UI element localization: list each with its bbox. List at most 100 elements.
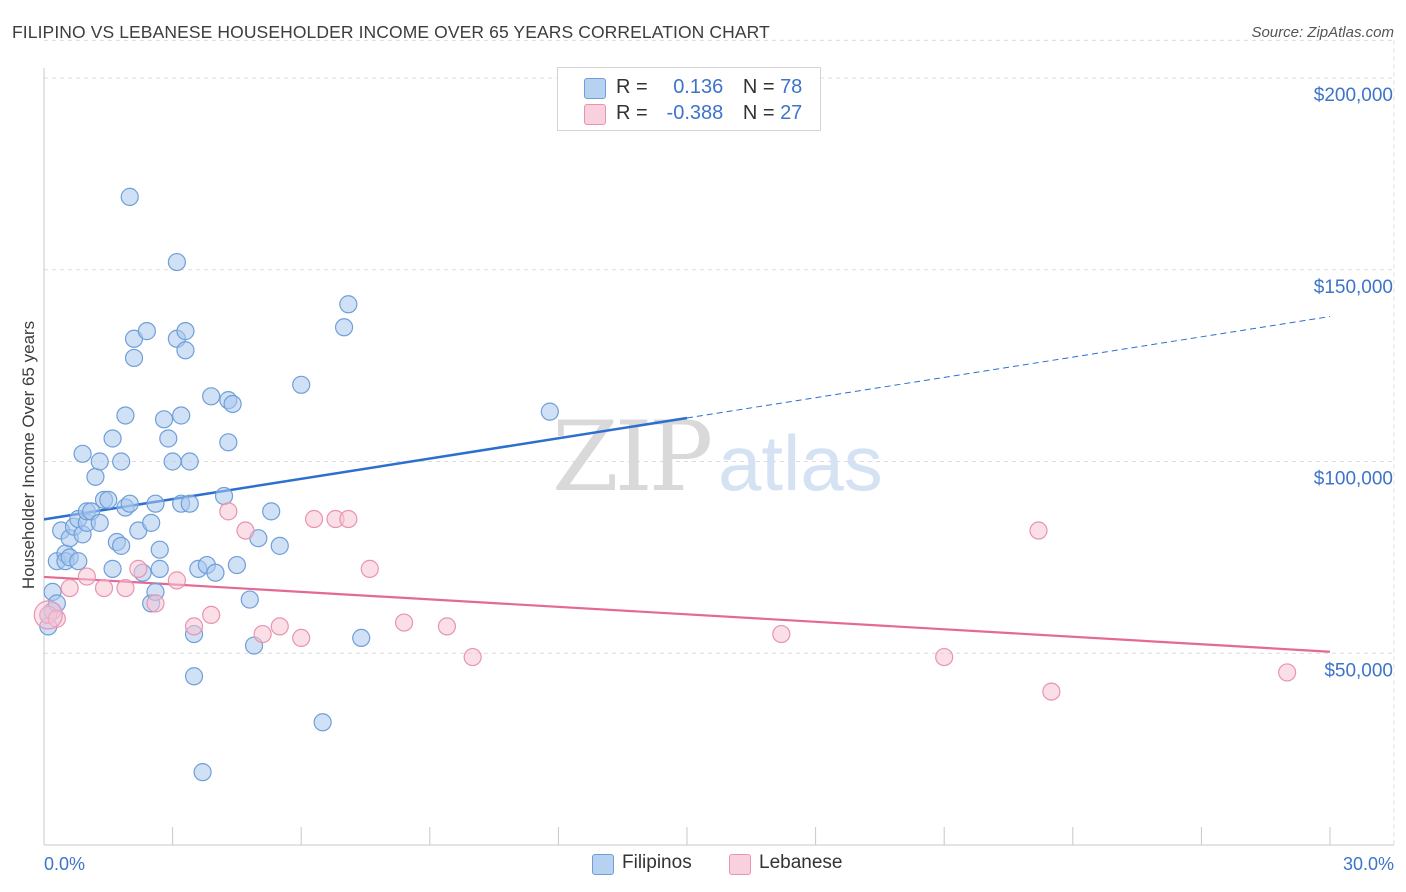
filipino-point <box>184 667 204 686</box>
lebanese-point <box>33 600 63 630</box>
filipino-point <box>313 713 332 732</box>
filipino-point <box>120 494 139 513</box>
lebanese-point <box>463 647 482 667</box>
filipino-point <box>73 444 92 463</box>
filipino-point <box>202 387 221 406</box>
lebanese-point <box>129 559 148 578</box>
lebanese-point <box>292 628 311 648</box>
filipino-point <box>146 494 165 513</box>
filipino-point <box>154 410 174 429</box>
lebanese-point <box>360 559 379 578</box>
lebanese-point <box>47 609 66 628</box>
filipino-point <box>120 187 139 206</box>
lebanese-point <box>184 617 204 636</box>
filipino-point <box>223 394 242 414</box>
y-axis-label: Householder Income Over 65 years <box>19 321 38 589</box>
lebanese-trend-line <box>43 575 1331 653</box>
lebanese-point <box>1278 663 1297 682</box>
filipino-point <box>90 513 109 532</box>
filipino-point <box>352 628 371 648</box>
series-label-filipinos: Filipinos <box>622 852 692 873</box>
legend-n-value-filipinos: 78 <box>780 76 803 98</box>
filipino-point <box>150 559 169 578</box>
lebanese-point <box>77 567 96 586</box>
filipino-point <box>219 433 238 452</box>
filipino-point <box>90 452 109 471</box>
filipino-point <box>270 536 289 555</box>
filipino-point <box>99 490 118 509</box>
y-tick-labels: $50,000 $100,000 $150,000 $200,000 <box>1314 85 1393 681</box>
x-tick-label-30: 30.0% <box>1343 854 1394 874</box>
watermark-zip: ZIP <box>552 401 711 513</box>
watermark-atlas: atlas <box>718 419 883 507</box>
lebanese-point <box>772 624 791 644</box>
filipino-point <box>206 563 225 582</box>
legend-swatch-filipinos <box>584 78 606 99</box>
filipino-point <box>262 502 281 521</box>
filipino-point <box>334 318 354 337</box>
y-tick-label: $50,000 <box>1324 660 1393 681</box>
lebanese-point <box>1029 521 1048 540</box>
filipino-point <box>137 322 156 341</box>
watermark: ZIP atlas <box>552 401 883 513</box>
filipino-point <box>142 513 161 532</box>
lebanese-point <box>167 571 186 590</box>
filipino-point <box>112 452 131 471</box>
filipino-point <box>540 402 559 421</box>
filipino-point <box>172 406 191 425</box>
lebanese-point <box>253 624 272 644</box>
filipino-point <box>112 536 131 555</box>
filipino-point <box>150 540 169 559</box>
axis-layer <box>43 68 1394 846</box>
filipino-trend-extension <box>686 316 1331 419</box>
lebanese-point <box>394 613 414 632</box>
series-label-lebanese: Lebanese <box>759 852 843 873</box>
lebanese-point <box>116 578 135 598</box>
filipino-point <box>167 252 186 272</box>
filipino-point <box>116 406 135 425</box>
legend-r-label: R = <box>616 102 648 124</box>
lebanese-point <box>935 647 954 667</box>
lebanese-point <box>202 605 221 625</box>
series-swatch-filipinos <box>592 854 614 875</box>
points-layer <box>33 187 1297 782</box>
filipino-point <box>292 375 311 394</box>
source-credit: Source: ZipAtlas.com <box>1251 24 1394 41</box>
filipino-point <box>176 322 195 341</box>
lebanese-point <box>219 502 238 521</box>
filipino-point <box>180 452 199 471</box>
filipino-point <box>124 348 144 368</box>
y-tick-label: $150,000 <box>1314 277 1393 298</box>
x-tick-label-0: 0.0% <box>44 854 85 874</box>
lebanese-point <box>60 578 79 598</box>
filipino-point <box>339 295 358 314</box>
legend-n-label: N = <box>742 102 775 124</box>
correlation-legend: R = 0.136 N = 78 R = -0.388 N = 27 <box>557 67 821 131</box>
filipino-point <box>176 341 195 360</box>
legend-r-label: R = <box>616 76 648 98</box>
filipino-point <box>240 590 259 609</box>
filipino-point <box>103 559 122 578</box>
legend-swatch-lebanese <box>584 104 606 125</box>
filipino-point <box>163 452 182 471</box>
legend-r-value-filipinos: 0.136 <box>673 76 724 98</box>
legend-n-label: N = <box>742 76 775 98</box>
lebanese-point <box>270 617 289 636</box>
filipino-point <box>69 552 88 571</box>
y-tick-label: $100,000 <box>1314 469 1393 490</box>
y-tick-label: $200,000 <box>1314 85 1393 106</box>
legend-r-value-lebanese: -0.388 <box>666 102 724 124</box>
filipino-point <box>159 429 178 448</box>
filipino-point <box>180 494 199 513</box>
legend-n-value-lebanese: 27 <box>780 102 803 124</box>
filipino-point <box>227 555 246 575</box>
chart-title: FILIPINO VS LEBANESE HOUSEHOLDER INCOME … <box>12 22 770 42</box>
series-swatch-lebanese <box>729 854 751 875</box>
filipino-point <box>86 467 105 486</box>
lebanese-point <box>1042 682 1061 701</box>
filipino-point <box>103 429 122 448</box>
lebanese-point <box>437 617 457 636</box>
filipino-point <box>193 763 212 782</box>
lebanese-point <box>339 509 358 529</box>
lebanese-point <box>94 578 114 598</box>
